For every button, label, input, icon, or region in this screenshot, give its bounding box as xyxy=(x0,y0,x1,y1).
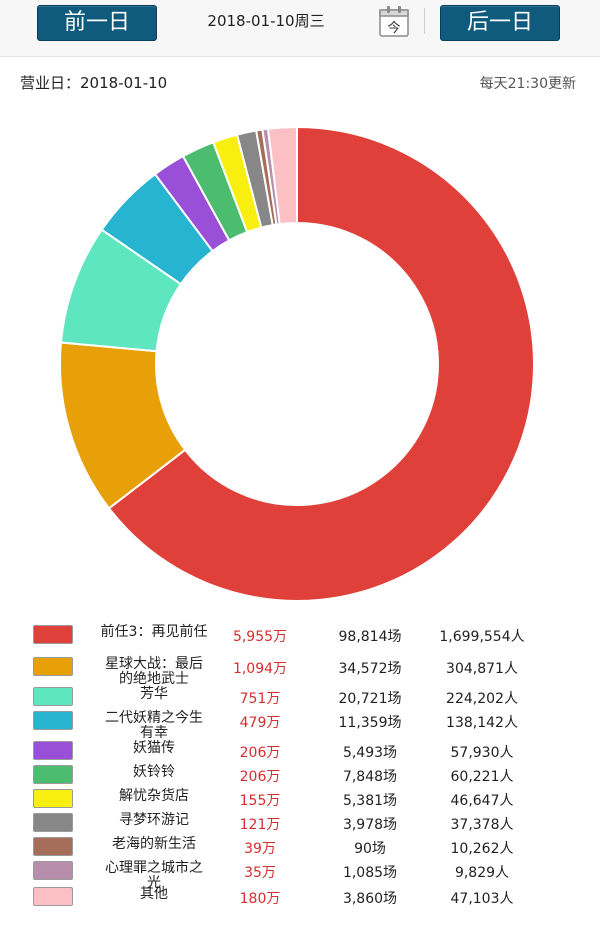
show-count: 98,814场 xyxy=(338,629,402,645)
legend-swatch xyxy=(33,657,73,676)
legend-swatch xyxy=(33,887,73,906)
box-office-value: 206万 xyxy=(239,745,281,761)
show-count: 5,493场 xyxy=(342,745,398,761)
legend-swatch xyxy=(33,741,73,760)
audience-count: 60,221人 xyxy=(450,769,514,785)
business-day-value: 2018-01-10 xyxy=(80,74,168,92)
audience-count: 224,202人 xyxy=(446,691,518,707)
box-office-donut-chart xyxy=(59,125,535,602)
show-count: 90场 xyxy=(354,841,386,857)
show-count: 3,978场 xyxy=(342,817,398,833)
show-count: 5,381场 xyxy=(342,793,398,809)
legend-swatch xyxy=(33,711,73,730)
business-day: 营业日：2018-01-10 xyxy=(20,72,167,93)
box-office-value: 479万 xyxy=(239,715,281,731)
movie-name: 芳华 xyxy=(140,686,168,702)
legend-row[interactable]: 妖铃铃 206万 7,848场 60,221人 xyxy=(0,762,600,786)
box-office-value: 155万 xyxy=(239,793,281,809)
legend-swatch xyxy=(33,687,73,706)
show-count: 34,572场 xyxy=(338,661,402,677)
header-divider xyxy=(424,8,425,34)
audience-count: 304,871人 xyxy=(446,661,518,677)
audience-count: 1,699,554人 xyxy=(439,629,525,645)
movie-name: 其他 xyxy=(140,886,168,902)
box-office-value: 39万 xyxy=(244,841,276,857)
show-count: 3,860场 xyxy=(342,891,398,907)
update-note: 每天21:30更新 xyxy=(479,76,576,92)
box-office-value: 5,955万 xyxy=(232,629,288,645)
legend-row[interactable]: 解忧杂货店 155万 5,381场 46,647人 xyxy=(0,786,600,810)
legend-row[interactable]: 芳华 751万 20,721场 224,202人 xyxy=(0,684,600,708)
movie-name: 前任3：再见前任 xyxy=(100,624,208,640)
next-day-button[interactable]: 后一日 xyxy=(440,5,560,41)
audience-count: 37,378人 xyxy=(450,817,514,833)
audience-count: 10,262人 xyxy=(450,841,514,857)
movie-name: 心理罪之城市之光 xyxy=(105,860,203,891)
show-count: 20,721场 xyxy=(338,691,402,707)
audience-count: 138,142人 xyxy=(446,715,518,731)
box-office-value: 206万 xyxy=(239,769,281,785)
legend-swatch xyxy=(33,813,73,832)
top-navigation-bar: 前一日 2018-01-10周三 今 后一日 xyxy=(0,0,600,57)
audience-count: 47,103人 xyxy=(450,891,514,907)
movie-name: 星球大战：最后的绝地武士 xyxy=(105,656,203,687)
legend-swatch xyxy=(33,861,73,880)
legend-swatch xyxy=(33,765,73,784)
show-count: 7,848场 xyxy=(342,769,398,785)
box-office-value: 1,094万 xyxy=(232,661,288,677)
movie-name: 妖猫传 xyxy=(133,740,175,756)
previous-day-button[interactable]: 前一日 xyxy=(37,5,157,41)
audience-count: 57,930人 xyxy=(450,745,514,761)
business-day-label: 营业日： xyxy=(20,74,81,92)
legend-row[interactable]: 二代妖精之今生有幸 479万 11,359场 138,142人 xyxy=(0,708,600,741)
current-date-label[interactable]: 2018-01-10周三 xyxy=(207,12,325,30)
legend-swatch xyxy=(33,789,73,808)
box-office-value: 121万 xyxy=(239,817,281,833)
movie-name: 二代妖精之今生有幸 xyxy=(105,710,203,741)
show-count: 11,359场 xyxy=(338,715,402,731)
movie-name: 老海的新生活 xyxy=(112,836,196,852)
legend-row[interactable]: 心理罪之城市之光 35万 1,085场 9,829人 xyxy=(0,858,600,891)
legend-row[interactable]: 寻梦环游记 121万 3,978场 37,378人 xyxy=(0,810,600,834)
movie-name: 妖铃铃 xyxy=(133,764,175,780)
legend-row[interactable]: 星球大战：最后的绝地武士 1,094万 34,572场 304,871人 xyxy=(0,654,600,687)
today-label: 今 xyxy=(387,20,400,36)
box-office-value: 751万 xyxy=(239,691,281,707)
audience-count: 9,829人 xyxy=(454,865,510,881)
legend-row[interactable]: 妖猫传 206万 5,493场 57,930人 xyxy=(0,738,600,762)
movie-name: 解忧杂货店 xyxy=(119,788,189,804)
movie-name: 寻梦环游记 xyxy=(119,812,189,828)
box-office-value: 35万 xyxy=(244,865,276,881)
legend-row[interactable]: 其他 180万 3,860场 47,103人 xyxy=(0,884,600,908)
legend-row[interactable]: 老海的新生活 39万 90场 10,262人 xyxy=(0,834,600,858)
legend-swatch xyxy=(33,625,73,644)
box-office-value: 180万 xyxy=(239,891,281,907)
audience-count: 46,647人 xyxy=(450,793,514,809)
legend-row[interactable]: 前任3：再见前任 5,955万 98,814场 1,699,554人 xyxy=(0,622,600,646)
legend-swatch xyxy=(33,837,73,856)
calendar-icon[interactable]: 今 xyxy=(378,4,410,38)
donut-slice[interactable] xyxy=(107,125,535,602)
donut-slice[interactable] xyxy=(266,125,298,226)
show-count: 1,085场 xyxy=(342,865,398,881)
